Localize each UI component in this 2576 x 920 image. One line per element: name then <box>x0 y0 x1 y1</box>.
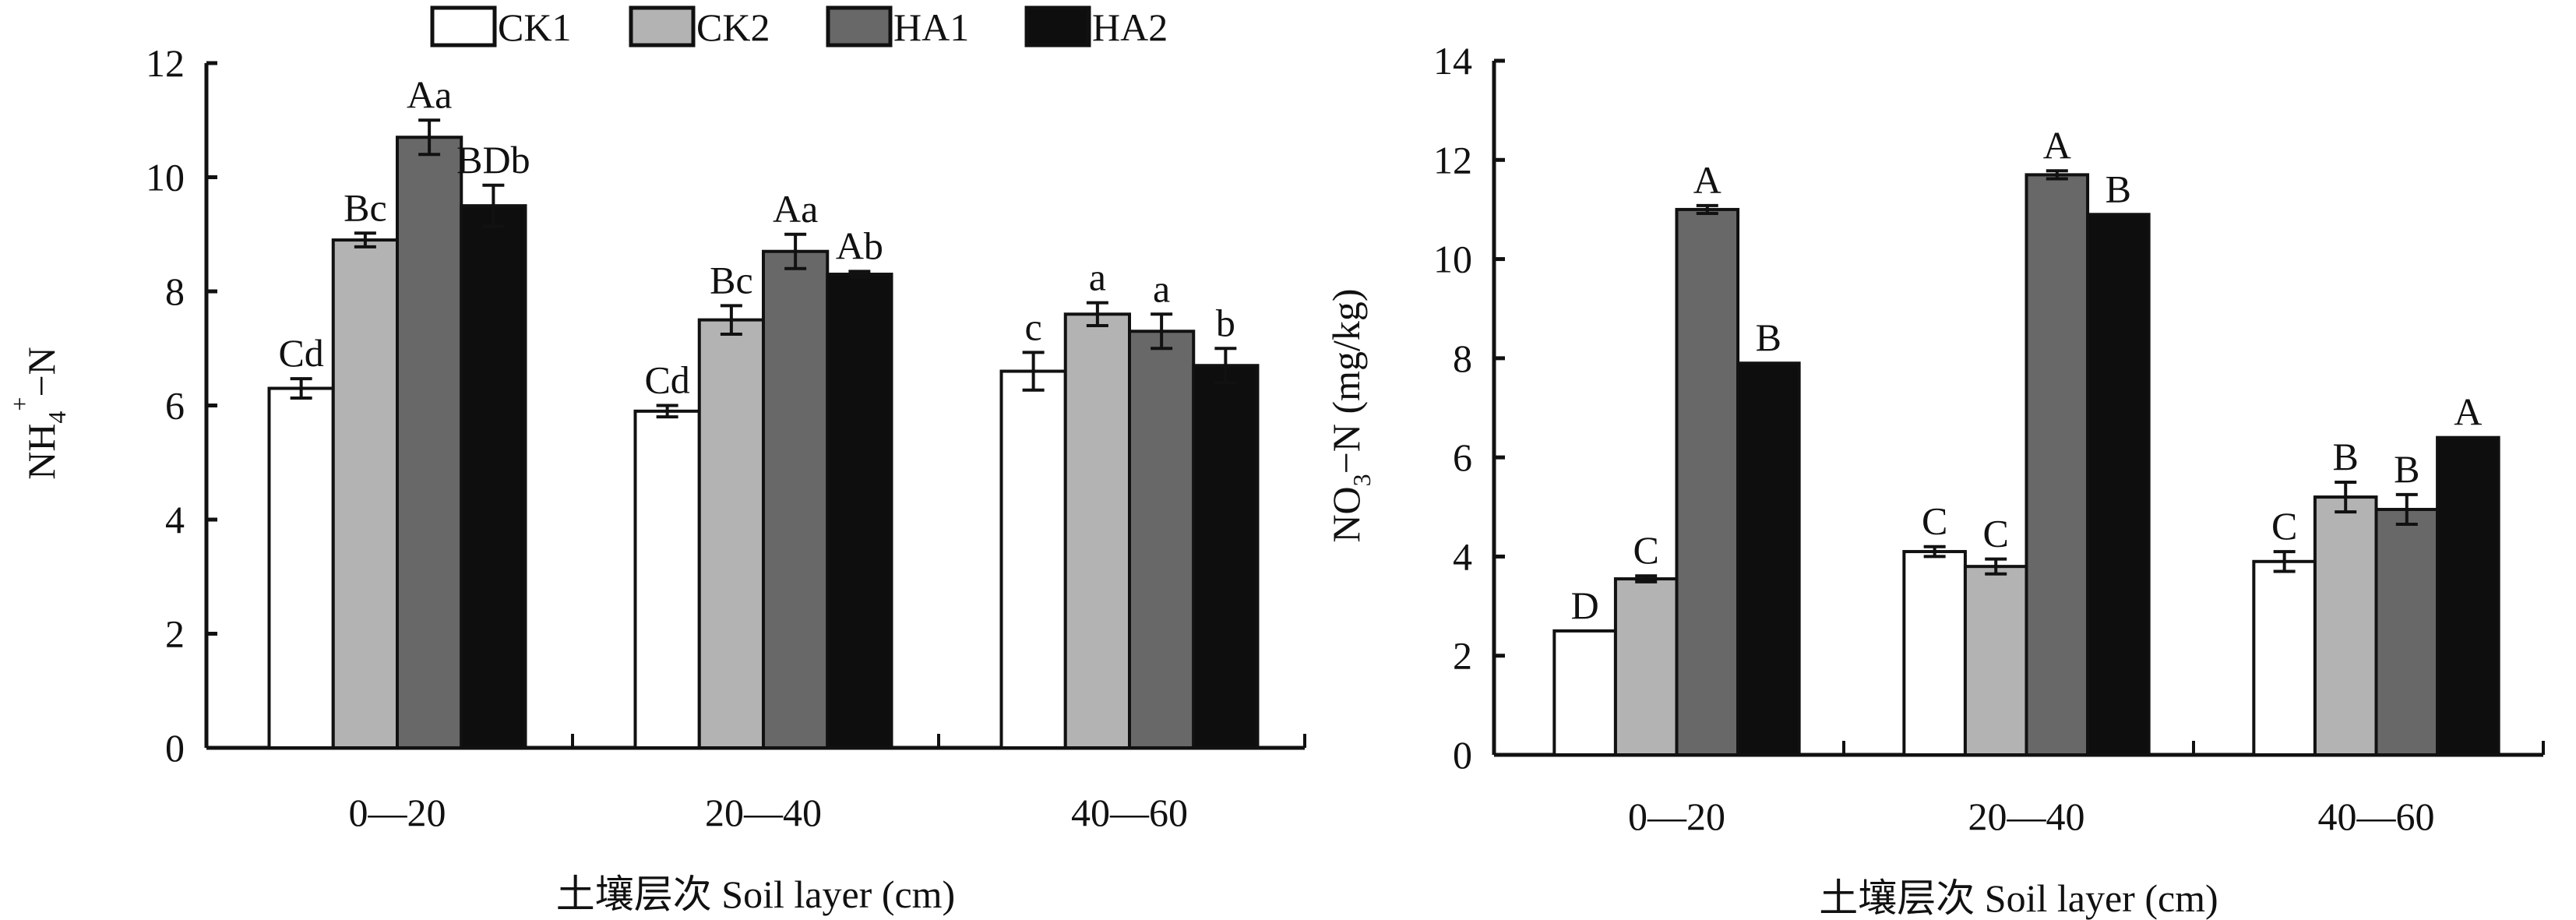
data-label: Cd <box>278 331 323 375</box>
bar-ck2 <box>697 318 765 749</box>
legend-label-ck2: CK2 <box>696 5 770 49</box>
data-label: B <box>2106 167 2131 210</box>
x-tick-label: 0—20 <box>1628 795 1725 838</box>
data-label: B <box>1756 315 1781 359</box>
y-tick-label: 0 <box>1453 733 1472 777</box>
data-label: Cd <box>644 358 689 402</box>
bar-ha1 <box>762 249 830 750</box>
y-tick-label: 0 <box>165 726 185 770</box>
bar-ha2 <box>1736 361 1801 756</box>
y-axis-label-main: NO <box>1324 486 1368 542</box>
bar-ha1 <box>2025 173 2090 756</box>
bar-ha2 <box>2436 435 2500 757</box>
nh4-chart: 0 2 4 6 8 10 12 0—20 20—40 40—60 Cd Cd c Bc Bc a Aa Aa a BD… <box>5 41 1306 916</box>
y-tick-label: 10 <box>146 156 185 199</box>
data-label: a <box>1089 256 1106 299</box>
data-label: c <box>1025 305 1042 348</box>
y-tick-label: 2 <box>165 612 185 656</box>
y-tick-label: 10 <box>1433 238 1472 281</box>
data-label: BDb <box>456 138 530 182</box>
y-tick-label: 2 <box>1453 634 1472 678</box>
bar-ha1 <box>396 136 463 750</box>
y-axis-label: NO3−N (mg/kg) <box>1324 288 1376 542</box>
data-label: Bc <box>344 185 387 229</box>
y-tick-label: 8 <box>165 270 185 313</box>
bar-ck1 <box>267 386 335 749</box>
bar-ha2 <box>1192 364 1260 749</box>
y-axis-label-rest: −N <box>19 347 63 397</box>
x-tick-label: 40—60 <box>1071 791 1188 834</box>
legend-swatch-ck1 <box>430 5 497 48</box>
data-label: C <box>1922 499 1947 543</box>
data-label: Ab <box>836 224 883 267</box>
y-axis-label-rest: −N (mg/kg) <box>1324 288 1368 474</box>
x-tick-label: 20—40 <box>1968 795 2085 838</box>
y-axis-label-main: NH <box>19 424 63 480</box>
bar-ha1 <box>1675 207 1740 756</box>
x-axis-label: 土壤层次 Soil layer (cm) <box>1819 876 2218 920</box>
bar-ha1 <box>2374 507 2440 756</box>
data-label: Aa <box>773 187 818 231</box>
y-axis-label-sub: 3 <box>1348 474 1376 486</box>
data-label: B <box>2394 447 2419 491</box>
bar-ck2 <box>2313 495 2378 756</box>
legend: CK1 CK2 HA1 HA2 <box>430 5 1168 49</box>
x-axis-label: 土壤层次 Soil layer (cm) <box>556 872 955 916</box>
y-tick-label: 12 <box>1433 138 1472 182</box>
legend-swatch-ck2 <box>629 5 696 48</box>
bar-ck1 <box>1552 629 1617 757</box>
data-label: Bc <box>710 258 753 301</box>
y-tick-label: 12 <box>146 41 185 85</box>
legend-swatch-ha2 <box>1024 5 1091 48</box>
bar-ck2 <box>1963 565 2028 757</box>
y-axis-label-sup: + <box>5 397 33 411</box>
bar-ck2 <box>1613 577 1679 757</box>
x-tick-label: 40—60 <box>2318 795 2435 838</box>
bar-ha2 <box>2086 213 2151 756</box>
data-label: a <box>1153 266 1170 310</box>
legend-label-ha2: HA2 <box>1092 5 1168 49</box>
data-label: C <box>1983 512 2009 555</box>
data-label: C <box>1633 528 1659 572</box>
y-tick-label: 8 <box>1453 337 1472 380</box>
legend-label-ck1: CK1 <box>498 5 571 49</box>
data-label: A <box>1693 158 1721 202</box>
y-axis-label-sub: 4 <box>43 411 71 424</box>
y-tick-label: 6 <box>1453 435 1472 479</box>
bar-ck2 <box>1063 312 1131 749</box>
y-tick-label: 4 <box>165 498 185 541</box>
bar-ha2 <box>826 273 893 749</box>
data-label: A <box>2043 123 2071 167</box>
bar-ck1 <box>633 409 701 749</box>
y-axis-label: NH4 +−N <box>5 347 71 480</box>
data-label: A <box>2454 390 2482 434</box>
bar-ha1 <box>1128 330 1196 749</box>
x-tick-label: 20—40 <box>705 791 822 834</box>
y-tick-label: 6 <box>165 384 185 428</box>
bar-ck1 <box>2252 559 2317 756</box>
data-label: Aa <box>407 72 452 116</box>
data-label: D <box>1571 583 1599 627</box>
x-tick-label: 0—20 <box>349 791 446 834</box>
bar-ck1 <box>1902 550 1967 756</box>
data-label: B <box>2333 435 2359 478</box>
data-label: b <box>1216 301 1235 344</box>
bar-ha2 <box>460 204 527 749</box>
bar-ck1 <box>999 369 1067 749</box>
bar-ck2 <box>331 238 399 749</box>
y-tick-label: 14 <box>1433 39 1472 83</box>
legend-swatch-ha1 <box>826 5 893 48</box>
data-label: C <box>2271 504 2297 548</box>
y-tick-label: 4 <box>1453 534 1472 578</box>
legend-label-ha1: HA1 <box>893 5 969 49</box>
